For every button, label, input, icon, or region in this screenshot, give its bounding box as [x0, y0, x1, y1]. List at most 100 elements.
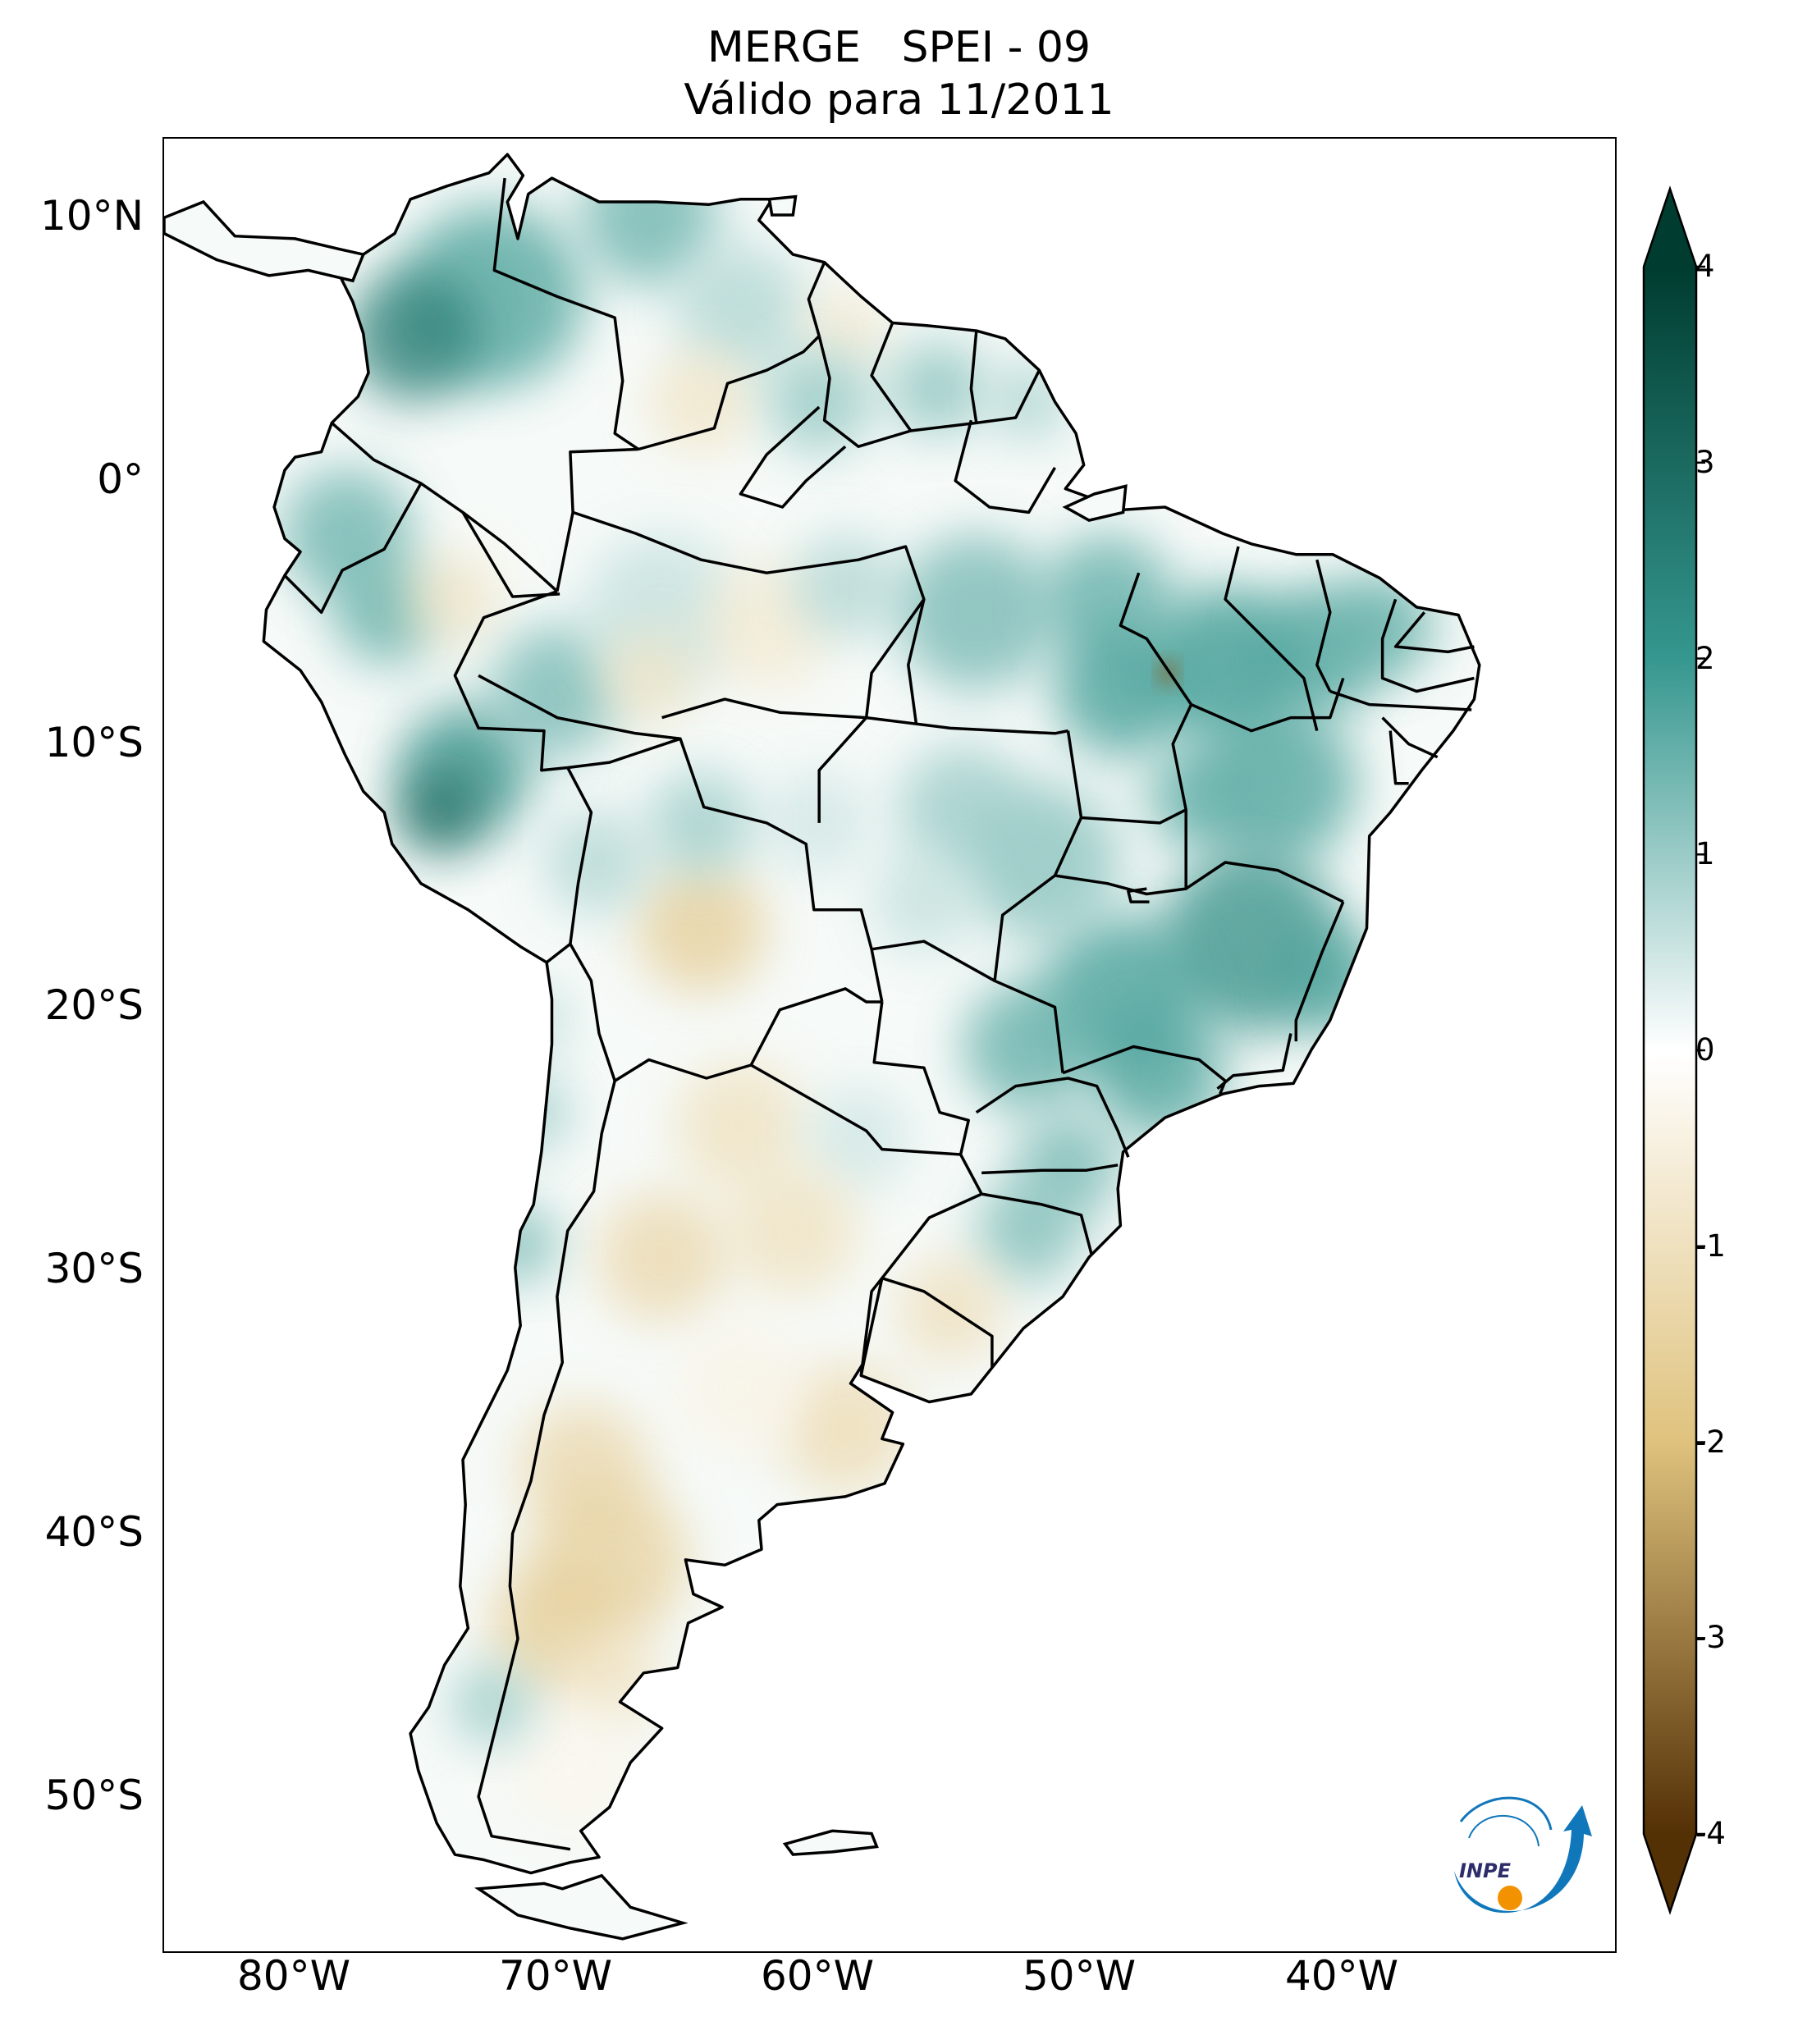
border-line: [1393, 611, 1475, 654]
landmass-outline: [1062, 484, 1128, 522]
colorbar: [1642, 185, 1705, 1915]
latitude-tick-label: 0°: [97, 455, 144, 503]
border-line: [1185, 861, 1344, 903]
map-title: MERGE SPEI - 09: [707, 23, 1091, 72]
border-line: [638, 335, 821, 451]
spei-anomaly-patch: [492, 1072, 570, 1152]
map-subtitle: Válido para 11/2011: [684, 75, 1114, 125]
spei-anomaly-patch: [675, 1059, 807, 1191]
border-line: [817, 336, 1041, 448]
latitude-tick-label: 30°S: [44, 1245, 144, 1292]
longitude-tick-label: 60°W: [760, 1952, 875, 2000]
border-line: [969, 330, 978, 423]
spei-anomaly-patch: [405, 551, 500, 647]
border-line: [881, 1277, 994, 1368]
map-frame: [162, 137, 1617, 1953]
border-line: [1224, 546, 1319, 732]
spei-anomaly-patch: [806, 289, 885, 368]
colorbar-tick-label: -4: [1695, 1816, 1726, 1851]
longitude-tick-label: 70°W: [498, 1952, 613, 2000]
border-line: [1380, 598, 1475, 693]
latitude-tick-label: 50°S: [44, 1772, 144, 1819]
border-line: [1381, 716, 1439, 759]
spei-anomaly-patch: [898, 744, 1029, 876]
colorbar-tick-label: 2: [1695, 641, 1715, 676]
border-line: [1329, 689, 1472, 711]
border-line: [1127, 887, 1150, 903]
continent-coastline: [262, 153, 1481, 1875]
spei-anomaly-patch: [648, 349, 754, 455]
colorbar-tick-label: -3: [1695, 1620, 1726, 1655]
border-line: [1389, 730, 1409, 785]
spei-anomaly-patch: [727, 1165, 859, 1296]
border-line: [1216, 1033, 1292, 1091]
border-line: [572, 510, 926, 718]
logo-inner-arc: [1468, 1814, 1540, 1847]
colorbar-tick-label: 3: [1695, 445, 1715, 480]
spei-anomaly-patch: [675, 1323, 807, 1455]
inpe-logo: INPE: [1454, 1796, 1592, 1914]
border-line: [569, 943, 882, 1082]
border-line: [871, 940, 995, 982]
border-line: [492, 177, 639, 450]
colorbar-tick-label: 4: [1695, 249, 1715, 284]
border-line: [981, 1192, 1093, 1255]
spei-anomaly-patch: [890, 341, 985, 437]
border-line: [1055, 809, 1187, 896]
colorbar-min-extension: [1644, 1834, 1696, 1912]
spei-anomaly-patch: [602, 631, 697, 725]
border-line: [1190, 677, 1345, 733]
border-line: [453, 589, 568, 772]
latitude-tick-label: 10°S: [44, 719, 144, 766]
border-line: [870, 322, 913, 432]
spei-anomaly-patch: [766, 349, 872, 455]
border-line: [1081, 572, 1193, 825]
spei-anomaly-patch: [347, 270, 479, 402]
border-line: [750, 1063, 961, 1156]
border-line: [872, 1001, 970, 1155]
map-area: [164, 153, 1481, 1941]
colorbar-tick-label: -2: [1695, 1424, 1726, 1460]
spei-anomaly-patch: [1146, 743, 1252, 849]
spei-anomaly-patch: [505, 989, 568, 1052]
border-line: [739, 405, 847, 509]
latitude-tick-label: 10°N: [39, 192, 144, 240]
colorbar-gradient: [1644, 267, 1696, 1834]
border-line: [556, 447, 638, 592]
longitude-tick-label: 50°W: [1022, 1952, 1137, 2000]
logo-text: INPE: [1459, 1859, 1512, 1882]
spei-anomaly-patch: [397, 771, 482, 855]
spei-anomaly-patch: [976, 1178, 1082, 1283]
colorbar-tick-label: 1: [1695, 836, 1715, 871]
spei-anomaly-patch: [596, 1191, 728, 1323]
border-line: [331, 422, 559, 592]
landmass-outline: [164, 199, 366, 283]
colorbar-tick-label: -1: [1695, 1228, 1726, 1264]
logo-outer-arc: [1459, 1796, 1553, 1831]
spei-anomaly-patch: [872, 849, 977, 954]
country-state-borders: [283, 177, 1475, 1851]
spei-anomaly-patch: [543, 810, 649, 915]
longitude-tick-label: 40°W: [1284, 1952, 1399, 2000]
islands: [164, 194, 1128, 1941]
border-line: [1315, 559, 1332, 693]
landmass-outline: [782, 1829, 879, 1856]
border-line: [981, 1164, 1119, 1175]
landmass-outline: [767, 194, 798, 217]
latitude-tick-label: 40°S: [44, 1508, 144, 1556]
border-line: [478, 674, 681, 741]
spei-anomaly-patch: [793, 533, 898, 639]
border-line: [881, 1154, 983, 1279]
spei-anomaly-patch: [648, 771, 754, 876]
spei-anomaly-patch: [505, 1704, 636, 1836]
border-line: [817, 716, 868, 823]
border-line: [567, 737, 884, 1003]
border-line: [477, 1080, 616, 1851]
spei-anomaly-patch: [675, 244, 807, 376]
border-line: [866, 716, 1068, 735]
border-line: [975, 1077, 1130, 1158]
logo-orange-dot: [1498, 1886, 1522, 1910]
colorbar-max-extension: [1644, 189, 1696, 267]
spei-extreme-dry-spot: [1159, 661, 1176, 685]
border-line: [546, 766, 593, 964]
